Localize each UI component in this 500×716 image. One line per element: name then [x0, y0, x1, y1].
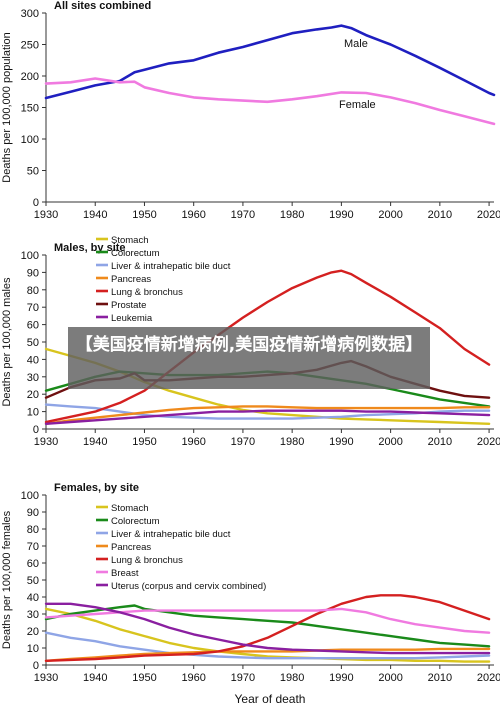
series-line-5	[44, 269, 491, 424]
x-tick-label: 2000	[378, 436, 402, 448]
x-tick-label: 1930	[34, 672, 58, 684]
y-axis-label: Deaths per 100,000 population	[1, 32, 13, 182]
y-tick-label: 40	[27, 592, 39, 604]
x-tick-label: 2020	[477, 209, 500, 221]
legend-label: Leukemia	[111, 313, 153, 324]
x-tick-label: 2000	[378, 209, 402, 221]
y-tick-label: 70	[27, 302, 39, 314]
y-tick-label: 90	[27, 267, 39, 279]
y-tick-label: 250	[21, 40, 39, 52]
chart-panel-3: Females, by site 0 10 20 30 40 50 60 70 80 90 100 19…	[1, 482, 500, 706]
x-tick-label: 1960	[181, 436, 205, 448]
y-axis-label: Deaths per 100,000 males	[1, 277, 13, 407]
x-tick-label: 1980	[280, 436, 304, 448]
y-tick-label: 30	[27, 609, 39, 621]
y-tick-label: 100	[21, 134, 39, 146]
y-tick-label: 50	[27, 337, 39, 349]
y-tick-label: 20	[27, 626, 39, 638]
y-tick-label: 0	[33, 660, 39, 672]
y-tick-label: 60	[27, 558, 39, 570]
legend-label: Colorectum	[111, 248, 160, 259]
x-tick-label: 1940	[83, 436, 107, 448]
legend-label: Uterus (corpus and cervix combined)	[111, 581, 266, 592]
y-tick-label: 70	[27, 541, 39, 553]
y-tick-label: 100	[21, 490, 39, 502]
x-tick-label: 1990	[329, 436, 353, 448]
x-tick-label: 1930	[34, 209, 58, 221]
series-line-5	[44, 594, 491, 662]
y-tick-label: 0	[33, 197, 39, 209]
x-tick-label: 1940	[83, 209, 107, 221]
y-tick-label: 0	[33, 424, 39, 436]
x-tick-label: 2010	[428, 436, 452, 448]
legend-label: Breast	[111, 568, 139, 579]
x-tick-label: 1970	[231, 436, 255, 448]
x-tick-label: 2020	[477, 436, 500, 448]
legend-label: Colorectum	[111, 516, 160, 527]
series-line-7	[44, 602, 491, 655]
legend-label: Stomach	[111, 503, 149, 514]
x-tick-label: 1980	[280, 209, 304, 221]
y-tick-label: 50	[27, 575, 39, 587]
y-tick-label: 80	[27, 285, 39, 297]
x-tick-label: 1990	[329, 209, 353, 221]
chart-panel-1: All sites combined 0 50 100 150 200 250 300 1930…	[1, 0, 500, 221]
x-axis-label: Year of death	[235, 692, 306, 706]
y-tick-label: 30	[27, 372, 39, 384]
x-tick-label: 2010	[428, 209, 452, 221]
watermark-caption-text: 【美国疫情新增病例,美国疫情新增病例数据】	[75, 335, 423, 355]
x-tick-label: 1980	[280, 672, 304, 684]
x-tick-label: 1960	[181, 672, 205, 684]
watermark-caption-banner: 【美国疫情新增病例,美国疫情新增病例数据】	[68, 327, 430, 389]
legend-label: Prostate	[111, 300, 146, 311]
series-line-7	[44, 409, 491, 425]
legend-label: Liver & intrahepatic bile duct	[111, 261, 231, 272]
series-line-2	[44, 77, 496, 126]
x-tick-label: 1950	[132, 209, 156, 221]
legend-label: Lung & bronchus	[111, 287, 183, 298]
y-tick-label: 50	[27, 166, 39, 178]
x-tick-label: 1950	[132, 672, 156, 684]
series-line-1	[44, 607, 491, 663]
legend-label: Pancreas	[111, 274, 151, 285]
y-tick-label: 200	[21, 71, 39, 83]
series-label-female: Female	[339, 99, 376, 111]
legend-label: Lung & bronchus	[111, 555, 183, 566]
y-tick-label: 60	[27, 320, 39, 332]
series-line-1	[44, 24, 496, 100]
series-line-4	[44, 405, 491, 425]
x-tick-label: 1950	[132, 436, 156, 448]
x-tick-label: 2010	[428, 672, 452, 684]
y-tick-label: 40	[27, 354, 39, 366]
legend-label: Pancreas	[111, 542, 151, 553]
x-tick-label: 2020	[477, 672, 500, 684]
y-tick-label: 80	[27, 524, 39, 536]
x-tick-label: 1970	[231, 209, 255, 221]
series-line-3	[44, 631, 491, 660]
x-tick-label: 2000	[378, 672, 402, 684]
y-tick-label: 100	[21, 250, 39, 262]
x-tick-label: 1930	[34, 436, 58, 448]
series-label-male: Male	[344, 38, 368, 50]
y-axis-label: Deaths per 100,000 females	[1, 510, 13, 649]
legend-label: Stomach	[111, 235, 149, 246]
series-line-4	[44, 647, 491, 662]
y-tick-label: 150	[21, 103, 39, 115]
y-tick-label: 300	[21, 8, 39, 20]
y-tick-label: 20	[27, 389, 39, 401]
legend-label: Liver & intrahepatic bile duct	[111, 529, 231, 540]
y-tick-label: 10	[27, 643, 39, 655]
chart-title: Females, by site	[54, 482, 139, 494]
x-tick-label: 1990	[329, 672, 353, 684]
x-tick-label: 1970	[231, 672, 255, 684]
series-line-2	[44, 604, 491, 648]
x-tick-label: 1940	[83, 672, 107, 684]
y-tick-label: 90	[27, 507, 39, 519]
y-tick-label: 10	[27, 407, 39, 419]
chart-title: All sites combined	[54, 0, 151, 12]
x-tick-label: 1960	[181, 209, 205, 221]
